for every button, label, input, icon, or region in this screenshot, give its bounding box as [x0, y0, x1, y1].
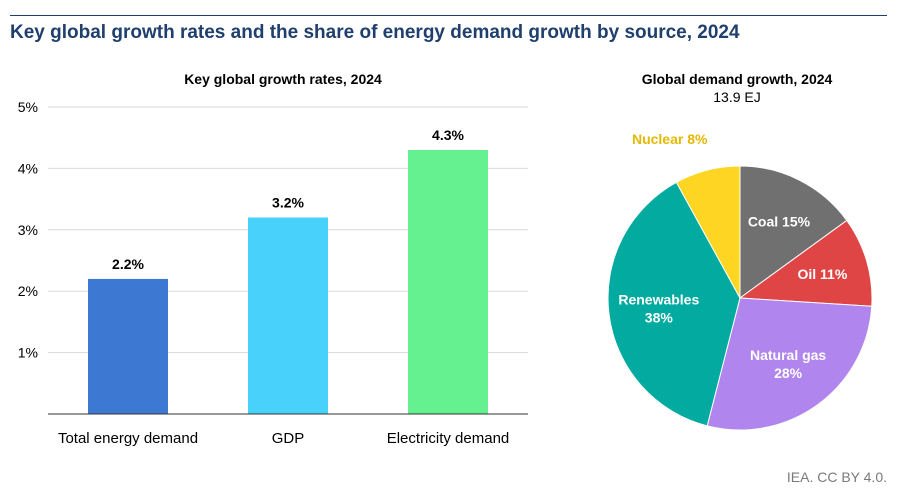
pie-slice-label: Oil 11%: [797, 266, 847, 282]
pie-slice-label: Natural gas 28%: [750, 347, 826, 381]
bar-y-tick-label: 2%: [18, 283, 38, 299]
bar-series: [88, 149, 488, 415]
bar-y-tick-label: 3%: [18, 222, 38, 238]
pie-slice: [738, 219, 873, 307]
source-credit: IEA. CC BY 4.0.: [786, 469, 887, 485]
bar-y-tick-label: 4%: [18, 160, 38, 176]
bar-value-label: 2.2%: [112, 256, 144, 272]
pie-slice: [706, 297, 873, 431]
bar-y-tick-label: 5%: [18, 99, 38, 115]
pie-slice: [739, 165, 848, 299]
pie-chart-title: Global demand growth, 2024: [642, 71, 833, 87]
bar-category-labels: Total energy demand GDP Electricity demand: [58, 430, 509, 447]
pie-slice-labels: Coal 15% Oil 11% Natural gas 28% Renewables 3…: [618, 131, 848, 381]
bar-category-label: Electricity demand: [387, 430, 510, 447]
bar-y-tick-labels: 1% 2% 3% 4% 5%: [18, 99, 38, 361]
bar-chart-title: Key global growth rates, 2024: [184, 71, 382, 87]
pie-slice: [675, 165, 741, 299]
bar-chart: Key global growth rates, 2024 1% 2% 3% 4% 5%…: [18, 71, 528, 447]
bar-value-labels: 2.2% 3.2% 4.3%: [112, 127, 464, 272]
pie-chart: Global demand growth, 2024 13.9 EJ Coal …: [607, 71, 873, 431]
bar-y-tick-label: 1%: [18, 345, 38, 361]
bar-category-label: GDP: [272, 430, 305, 447]
bar: [408, 149, 488, 415]
pie-slice-label: Nuclear 8%: [632, 131, 708, 147]
bar-value-label: 3.2%: [272, 195, 304, 211]
page-title: Key global growth rates and the share of…: [10, 22, 740, 43]
bar-value-label: 4.3%: [432, 127, 464, 143]
pie-chart-subtitle: 13.9 EJ: [713, 89, 760, 105]
pie-slice: [607, 181, 741, 427]
pie-slice-label: Renewables 38%: [618, 291, 699, 325]
pie-slice-label: Coal 15%: [748, 214, 811, 230]
bar: [248, 217, 328, 414]
title-rule: [10, 15, 887, 16]
bar: [88, 278, 168, 414]
pie-slices: [607, 165, 873, 431]
bar-category-label: Total energy demand: [58, 430, 198, 447]
